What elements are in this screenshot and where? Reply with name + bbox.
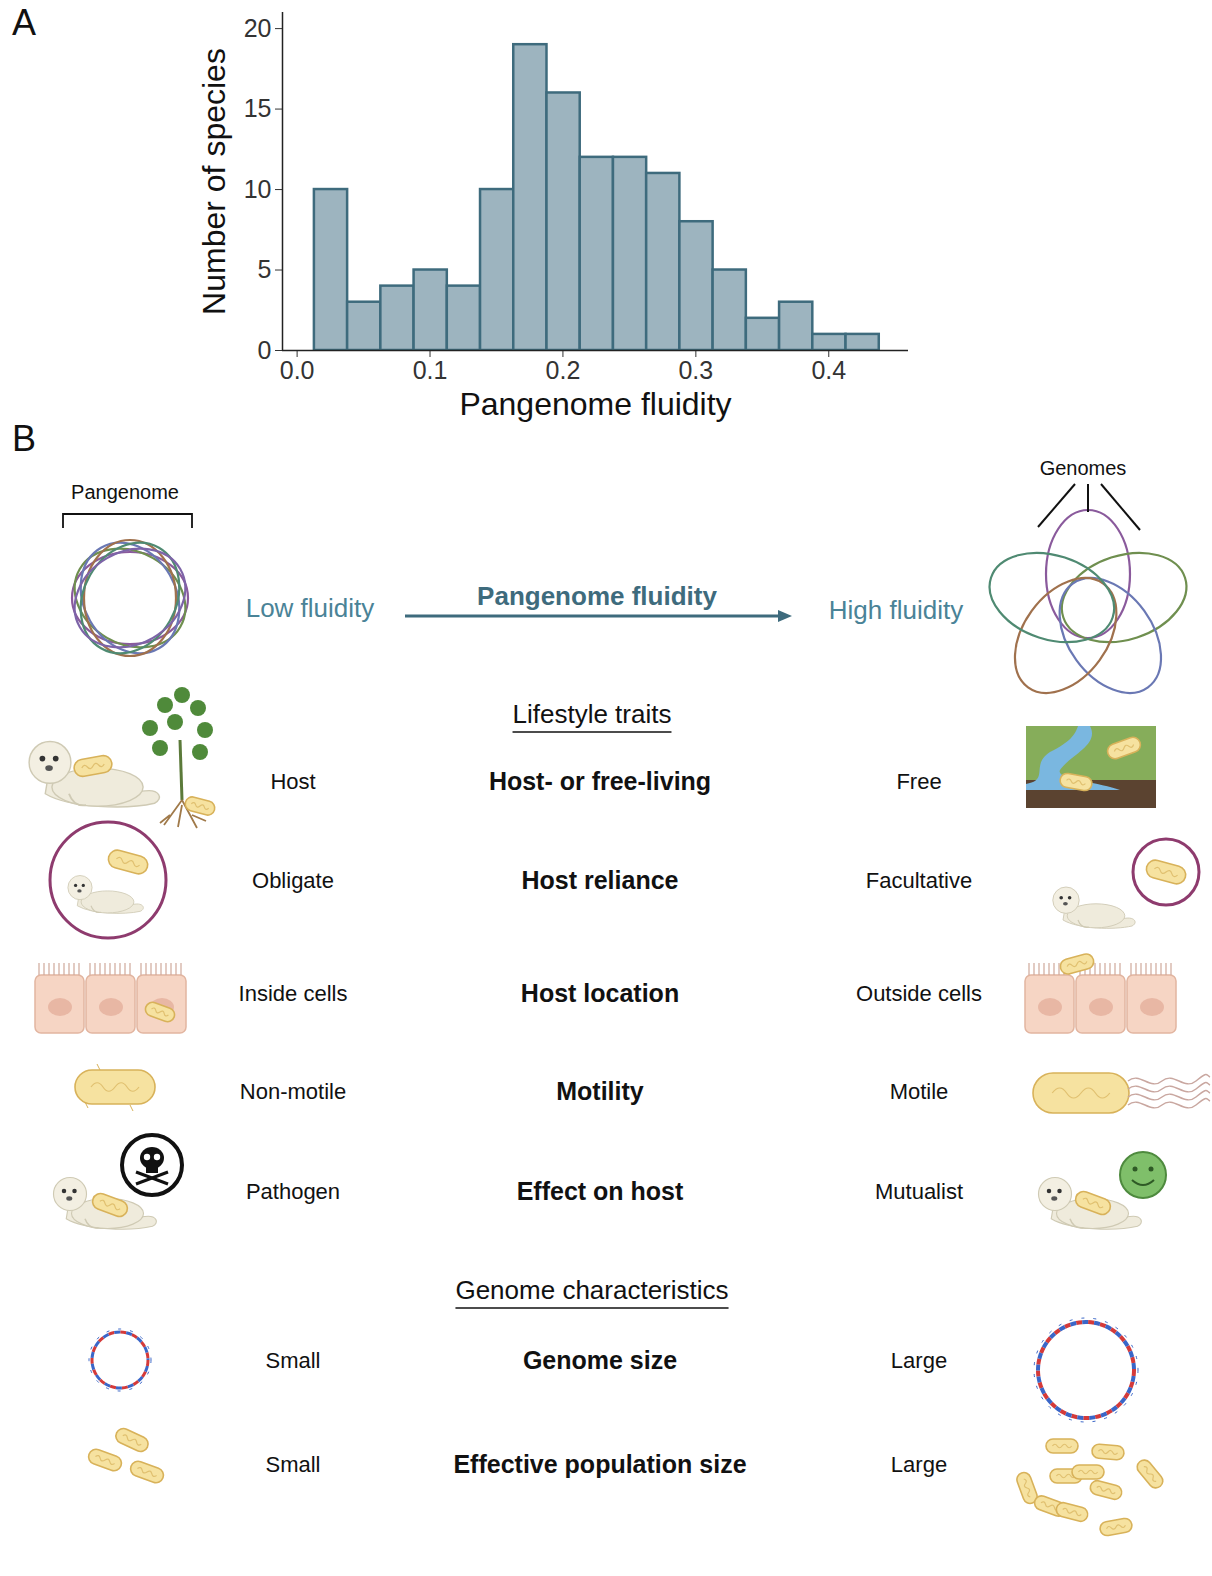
svg-text:0: 0 xyxy=(258,336,272,364)
svg-text:High fluidity: High fluidity xyxy=(829,595,963,625)
svg-text:Obligate: Obligate xyxy=(252,868,334,893)
svg-text:Small: Small xyxy=(265,1452,320,1477)
svg-text:Number of species: Number of species xyxy=(196,48,232,315)
svg-text:Large: Large xyxy=(891,1452,947,1477)
svg-text:Host: Host xyxy=(270,769,315,794)
svg-text:10: 10 xyxy=(244,175,272,203)
svg-text:Motile: Motile xyxy=(890,1079,949,1104)
html-text:B: B xyxy=(12,418,36,459)
svg-text:Motility: Motility xyxy=(556,1077,644,1105)
svg-text:20: 20 xyxy=(244,14,272,42)
svg-text:Host location: Host location xyxy=(521,979,679,1007)
svg-text:Host reliance: Host reliance xyxy=(521,866,678,894)
svg-text:Large: Large xyxy=(891,1348,947,1373)
svg-text:15: 15 xyxy=(244,94,272,122)
svg-text:Effective population size: Effective population size xyxy=(453,1450,746,1478)
svg-text:Facultative: Facultative xyxy=(866,868,972,893)
svg-text:Pangenome fluidity: Pangenome fluidity xyxy=(477,581,717,611)
svg-text:Non-motile: Non-motile xyxy=(240,1079,346,1104)
svg-text:Genomes: Genomes xyxy=(1040,457,1127,479)
svg-text:0.3: 0.3 xyxy=(678,356,713,384)
svg-text:Genome size: Genome size xyxy=(523,1346,677,1374)
svg-text:Free: Free xyxy=(896,769,941,794)
svg-text:Small: Small xyxy=(265,1348,320,1373)
svg-text:Pangenome: Pangenome xyxy=(71,481,179,503)
svg-text:0.2: 0.2 xyxy=(546,356,581,384)
svg-text:Inside cells: Inside cells xyxy=(239,981,348,1006)
svg-text:5: 5 xyxy=(258,255,272,283)
svg-text:Pangenome fluidity: Pangenome fluidity xyxy=(459,386,731,422)
svg-text:Outside cells: Outside cells xyxy=(856,981,982,1006)
svg-text:Pathogen: Pathogen xyxy=(246,1179,340,1204)
svg-text:Effect on host: Effect on host xyxy=(517,1177,684,1205)
svg-text:0.4: 0.4 xyxy=(811,356,846,384)
html-text:A: A xyxy=(12,2,36,43)
svg-text:Host- or free-living: Host- or free-living xyxy=(489,767,711,795)
svg-text:0.0: 0.0 xyxy=(280,356,315,384)
svg-text:Genome characteristics: Genome characteristics xyxy=(455,1275,728,1305)
svg-text:0.1: 0.1 xyxy=(413,356,448,384)
svg-text:Mutualist: Mutualist xyxy=(875,1179,963,1204)
svg-text:Low fluidity: Low fluidity xyxy=(246,593,375,623)
svg-text:Lifestyle traits: Lifestyle traits xyxy=(513,699,672,729)
